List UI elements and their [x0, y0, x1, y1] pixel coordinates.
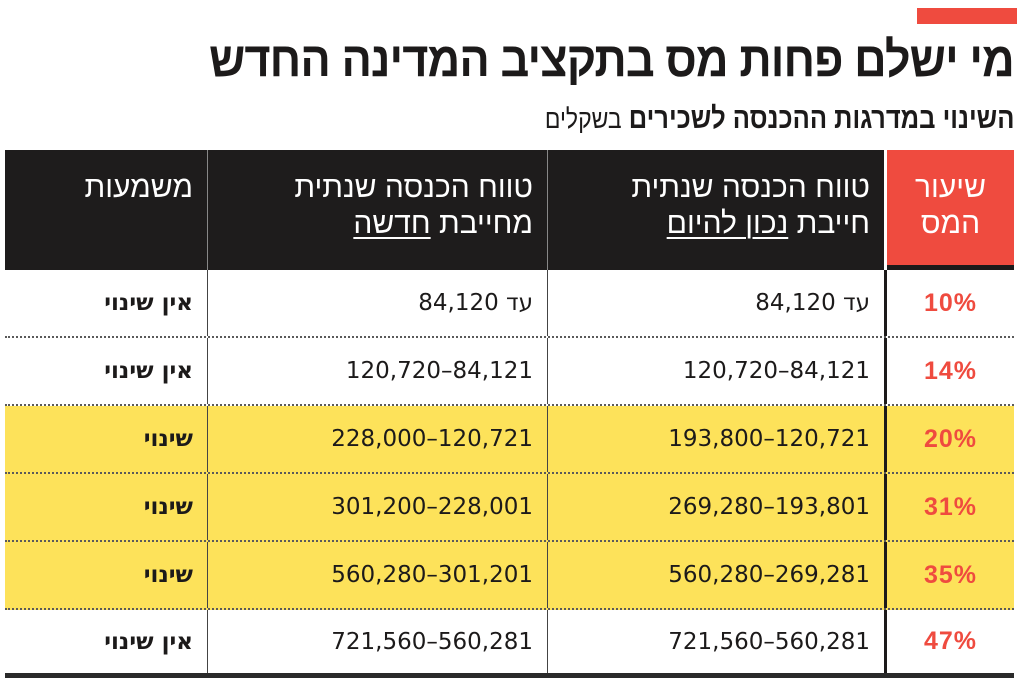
new-range-value: 301,200–228,001: [331, 494, 533, 520]
new-range-cell: 301,200–228,001: [207, 474, 547, 540]
rate-cell: 35%: [923, 560, 978, 589]
table-header: שיעור המס טווח הכנסה שנתית חייבת נכון לה…: [5, 150, 1014, 270]
header-meaning: משמעות: [5, 150, 207, 270]
new-range-value: 721,560–560,281: [331, 628, 533, 655]
new-range-cell: 120,720–84,121: [207, 338, 547, 404]
header-new-plain: מחייבת: [430, 207, 533, 240]
subtitle-unit: בשקלים: [544, 104, 622, 134]
rate-cell: 20%: [923, 424, 978, 453]
header-new-underlined: חדשה: [353, 207, 431, 240]
rate-cell: 10%: [923, 288, 978, 317]
table-row: 14% 120,720–84,121 120,720–84,121 אין שי…: [5, 338, 1014, 406]
meaning-cell: שינוי: [143, 426, 193, 452]
new-range-cell: 228,000–120,721: [207, 406, 547, 472]
table-row-changed: 31% 269,280–193,801 301,200–228,001 שינו…: [5, 474, 1014, 542]
meaning-cell: אין שינוי: [104, 628, 193, 655]
current-range-cell: עד 84,120: [547, 270, 887, 336]
table-row: 10% עד 84,120 עד 84,120 אין שינוי: [5, 270, 1014, 338]
meaning-cell: אין שינוי: [104, 290, 193, 316]
new-range-cell: עד 84,120: [207, 270, 547, 336]
current-range-value: 193,800–120,721: [668, 426, 870, 452]
current-range-cell: 721,560–560,281: [547, 610, 887, 673]
page-title: מי ישלם פחות מס בתקציב המדינה החדש: [209, 33, 1015, 87]
current-range-value: 120,720–84,121: [682, 358, 870, 384]
meaning-cell: אין שינוי: [104, 358, 193, 384]
current-range-cell: 269,280–193,801: [547, 474, 887, 540]
meaning-cell: שינוי: [143, 494, 193, 520]
meaning-cell: שינוי: [143, 562, 193, 588]
new-range-value: 228,000–120,721: [331, 426, 533, 452]
page-subtitle: השינוי במדרגות ההכנסה לשכירים בשקלים: [544, 97, 1014, 141]
current-range-value: 560,280–269,281: [668, 562, 870, 588]
accent-bar: [917, 8, 1017, 24]
current-range-cell: 560,280–269,281: [547, 542, 887, 608]
table-row-changed: 35% 560,280–269,281 560,280–301,201 שינו…: [5, 542, 1014, 610]
current-range-cell: 120,720–84,121: [547, 338, 887, 404]
header-current-underlined: נכון להיום: [666, 207, 789, 240]
table-row-changed: 20% 193,800–120,721 228,000–120,721 שינו…: [5, 406, 1014, 474]
header-current-plain: חייבת: [788, 207, 870, 240]
header-current-line1: טווח הכנסה שנתית: [631, 171, 870, 204]
rate-cell: 31%: [923, 492, 978, 521]
new-range-cell: 721,560–560,281: [207, 610, 547, 673]
header-tax-rate-line1: שיעור: [915, 171, 986, 204]
header-current-range: טווח הכנסה שנתית חייבת נכון להיום: [547, 150, 887, 270]
new-range-value: 120,720–84,121: [345, 358, 533, 384]
header-tax-rate-line2: המס: [920, 207, 981, 240]
header-new-line1: טווח הכנסה שנתית: [294, 171, 533, 204]
current-range-cell: 193,800–120,721: [547, 406, 887, 472]
header-meaning-line1: משמעות: [84, 171, 193, 204]
table-row: 47% 721,560–560,281 721,560–560,281 אין …: [5, 610, 1014, 678]
subtitle-main: השינוי במדרגות ההכנסה לשכירים: [628, 102, 1014, 135]
header-new-range: טווח הכנסה שנתית מחייבת חדשה: [207, 150, 547, 270]
header-current-line2: חייבת נכון להיום: [548, 206, 870, 242]
current-range-value: 721,560–560,281: [668, 628, 870, 655]
tax-brackets-table: שיעור המס טווח הכנסה שנתית חייבת נכון לה…: [5, 150, 1014, 678]
new-range-value: 560,280–301,201: [331, 562, 533, 588]
header-tax-rate: שיעור המס: [887, 150, 1014, 270]
rate-cell: 14%: [923, 356, 978, 385]
rate-cell: 47%: [923, 627, 978, 655]
new-range-cell: 560,280–301,201: [207, 542, 547, 608]
current-range-value: 269,280–193,801: [668, 494, 870, 520]
header-new-line2: מחייבת חדשה: [208, 206, 533, 242]
